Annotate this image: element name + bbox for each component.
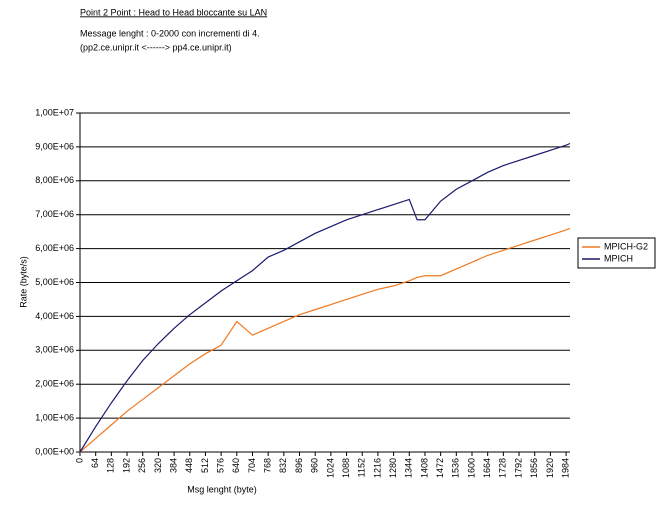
x-tick-label: 576 [215,458,225,473]
y-tick-label: 9,00E+06 [35,141,74,151]
x-axis-label: Msg lenght (byte) [187,484,257,494]
x-tick-label: 960 [310,458,320,473]
x-tick-label: 1472 [435,458,445,478]
x-tick-label: 64 [90,458,100,468]
y-tick-label: 1,00E+06 [35,412,74,422]
x-tick-label: 1728 [498,458,508,478]
x-tick-label: 1600 [466,458,476,478]
x-tick-label: 192 [121,458,131,473]
x-tick-label: 256 [137,458,147,473]
x-tick-label: 1792 [513,458,523,478]
x-tick-label: 320 [153,458,163,473]
x-tick-label: 0 [74,458,84,463]
x-tick-label: 1536 [451,458,461,478]
x-tick-label: 448 [184,458,194,473]
chart-title: Point 2 Point : Head to Head bloccante s… [80,7,267,17]
x-tick-label: 1920 [545,458,555,478]
x-tick-label: 128 [106,458,116,473]
series-line [79,142,571,453]
series-line [79,227,571,453]
y-tick-label: 8,00E+06 [35,175,74,185]
chart-note: (pp2.ce.unipr.it <------> pp4.ce.unipr.i… [80,42,232,52]
x-tick-label: 896 [294,458,304,473]
x-tick-label: 1152 [357,458,367,477]
x-tick-label: 1856 [529,458,539,478]
y-tick-label: 2,00E+06 [35,379,74,389]
legend-box [577,237,656,269]
y-tick-label: 0,00E+00 [35,446,74,456]
legend-label: MPICH-G2 [604,241,648,251]
x-tick-label: 384 [168,458,178,473]
legend-label: MPICH [604,253,633,263]
x-tick-label: 1088 [341,458,351,478]
x-tick-label: 640 [231,458,241,473]
y-tick-label: 5,00E+06 [35,277,74,287]
y-tick-label: 3,00E+06 [35,345,74,355]
y-tick-label: 4,00E+06 [35,311,74,321]
x-tick-label: 1280 [388,458,398,478]
x-tick-label: 1984 [560,458,570,478]
y-tick-label: 1,00E+07 [35,107,74,117]
x-tick-label: 1216 [372,458,382,478]
x-tick-label: 832 [278,458,288,473]
y-tick-label: 7,00E+06 [35,209,74,219]
x-tick-label: 1408 [419,458,429,478]
y-tick-label: 6,00E+06 [35,243,74,253]
y-axis-label: Rate (byte/s) [18,256,28,308]
x-tick-label: 512 [200,458,210,473]
x-tick-label: 768 [263,458,273,473]
x-tick-label: 1344 [404,458,414,478]
x-tick-label: 704 [247,458,257,473]
x-tick-label: 1664 [482,458,492,478]
x-tick-label: 1024 [325,458,335,478]
chart-subtitle: Message lenght : 0-2000 con incrementi d… [80,28,260,38]
